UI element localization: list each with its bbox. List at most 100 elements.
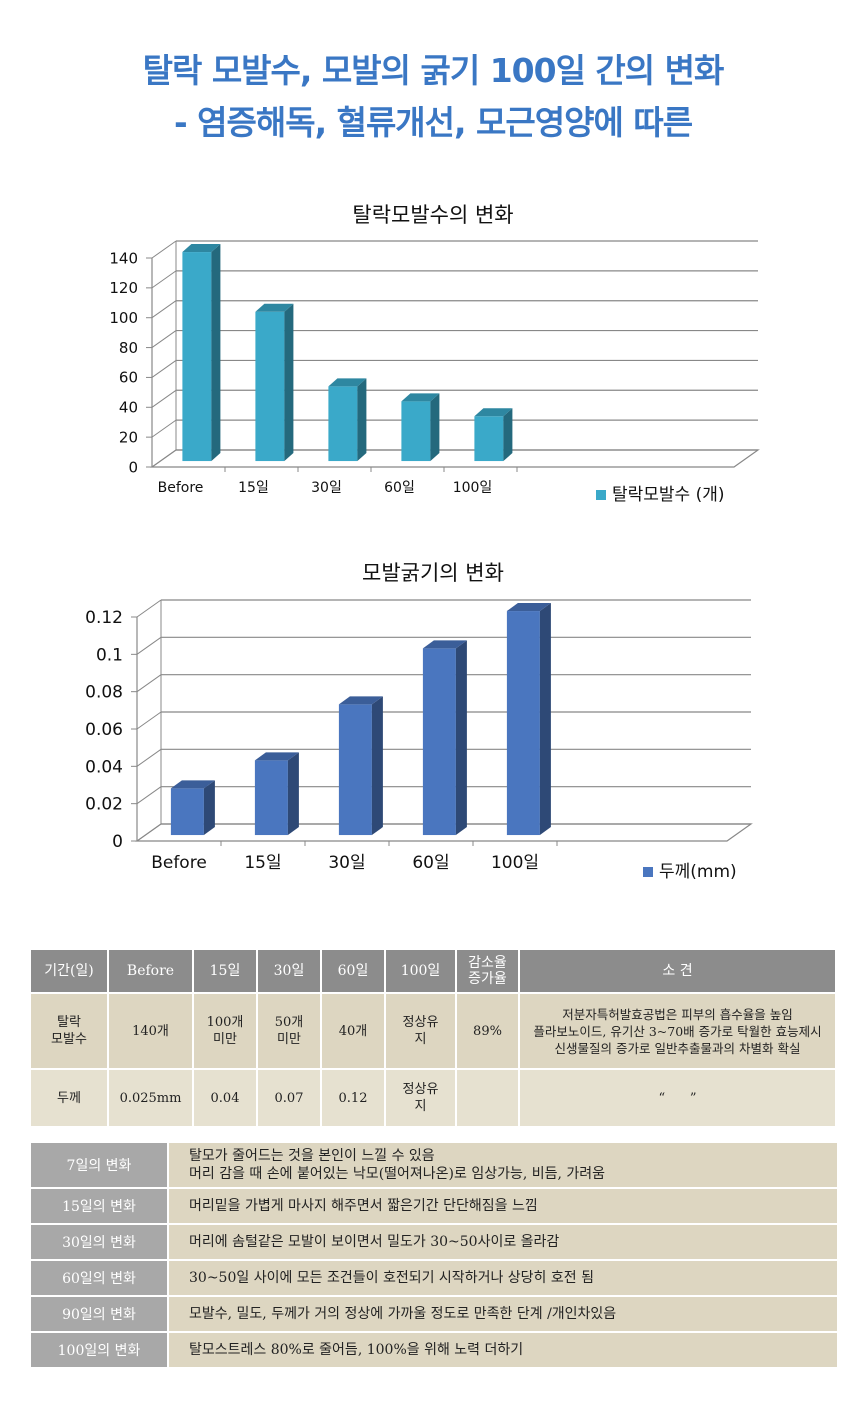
bar-side: [539, 603, 551, 836]
period-label: 60일의 변화: [31, 1260, 169, 1297]
legend-swatch: [596, 490, 606, 500]
header-cell: Before: [108, 950, 194, 994]
x-tick-label: 60일: [384, 480, 415, 496]
chart-title: 모발굵기의 변화: [362, 561, 504, 585]
bar-front: [254, 760, 288, 836]
bar: [170, 780, 215, 836]
gridline-side: [136, 599, 162, 618]
table-cell: 정상유 지: [385, 1069, 457, 1128]
header-cell: 15일: [193, 950, 258, 994]
header-cell: 100일: [385, 950, 457, 994]
legend-swatch: [643, 867, 653, 877]
gridline-side: [151, 330, 177, 348]
header-cell: 30일: [257, 950, 322, 994]
x-tick-label: 60일: [412, 853, 449, 873]
legend-label: 탈락모발수 (개): [612, 485, 725, 505]
header-cell: 감소율 증가율: [456, 950, 520, 994]
table-cell: 0.12: [321, 1069, 386, 1128]
chart-title: 탈락모발수의 변화: [352, 203, 513, 227]
hair-loss-chart: 탈락모발수의 변화 0 20 40 60 80 100 120 140 Before 15일 30일 6…: [109, 203, 760, 505]
bar: [474, 408, 513, 462]
period-description: 모발수, 밀도, 두께가 거의 정상에 가까울 정도로 만족한 단계 /개인차있…: [168, 1296, 837, 1333]
y-tick-label: 100: [109, 309, 138, 327]
table-row: 7일의 변화 탈모가 줄어드는 것을 본인이 느낄 수 있음 머리 감을 때 손…: [31, 1143, 837, 1189]
table-cell: 100개 미만: [193, 993, 258, 1070]
bar-front: [328, 386, 358, 462]
bar-side: [203, 780, 215, 836]
x-tick-label: Before: [158, 480, 204, 496]
bar-top: [255, 303, 294, 312]
page-title: 탈락 모발수, 모발의 굵기 100일 간의 변화: [142, 51, 725, 90]
bar: [328, 378, 367, 462]
table-row: 90일의 변화 모발수, 밀도, 두께가 거의 정상에 가까울 정도로 만족한 …: [31, 1296, 837, 1333]
bar: [182, 244, 221, 462]
period-label: 30일의 변화: [31, 1224, 169, 1261]
table-cell: “ ”: [519, 1069, 837, 1128]
bar-front: [422, 648, 456, 836]
progress-table: 7일의 변화 탈모가 줄어드는 것을 본인이 느낄 수 있음 머리 감을 때 손…: [31, 1143, 837, 1369]
chart-floor: [150, 449, 760, 468]
bar-side: [455, 640, 467, 836]
bar-top: [254, 752, 299, 761]
table-cell: 저분자특허발효공법은 피부의 흡수율을 높임 플라보노이드, 유기산 3~70배…: [519, 993, 837, 1070]
table-cell: 탈락 모발수: [31, 993, 109, 1070]
bar-top: [182, 244, 221, 253]
y-tick-label: 0.02: [85, 795, 123, 815]
x-tick-label: 30일: [328, 853, 365, 873]
bar-front: [182, 252, 212, 462]
y-tick-label: 0.12: [85, 608, 123, 628]
table-row: 15일의 변화 머리밑을 가볍게 마사지 해주면서 짧은기간 단단해짐을 느낌: [31, 1188, 837, 1225]
period-description: 탈모스트레스 80%로 줄어듬, 100%을 위해 노력 더하기: [168, 1332, 837, 1369]
period-label: 15일의 변화: [31, 1188, 169, 1225]
x-tick-label: 100일: [491, 853, 539, 873]
gridline-side: [136, 674, 162, 693]
y-tick-label: 60: [119, 369, 138, 387]
header-cell: 소 견: [519, 950, 837, 994]
y-tick-label: 0.08: [85, 683, 123, 703]
bar-top: [170, 780, 215, 789]
result-table-header: 기간(일) Before 15일 30일 60일 100일 감소율 증가율 소 …: [31, 950, 837, 994]
period-description: 머리에 솜털같은 모발이 보이면서 밀도가 30~50사이로 올라감: [168, 1224, 837, 1261]
bar-side: [284, 303, 294, 462]
table-cell: 0.07: [257, 1069, 322, 1128]
bar-side: [430, 393, 440, 462]
bar-front: [506, 611, 540, 836]
y-tick-label: 0: [112, 832, 123, 852]
bar-side: [357, 378, 367, 462]
table-cell: 89%: [456, 993, 520, 1070]
bar-top: [422, 640, 467, 649]
gridline-side: [151, 419, 177, 438]
bar-front: [474, 416, 504, 462]
gridline-side: [151, 270, 177, 289]
bar-side: [211, 244, 221, 462]
bar-side: [287, 752, 299, 836]
table-cell: 0.025mm: [108, 1069, 194, 1128]
period-label: 7일의 변화: [31, 1143, 169, 1189]
bar-top: [338, 696, 383, 705]
table-cell: 50개 미만: [257, 993, 322, 1070]
table-cell: 40개: [321, 993, 386, 1070]
bar-front: [401, 401, 431, 462]
bar: [255, 303, 294, 462]
table-cell: 정상유 지: [385, 993, 457, 1070]
bar-top: [506, 603, 551, 612]
period-description: 30~50일 사이에 모든 조건들이 호전되기 시작하거나 상당히 호전 됨: [168, 1260, 837, 1297]
period-description: 탈모가 줄어드는 것을 본인이 느낄 수 있음 머리 감을 때 손에 붙어있는 …: [168, 1143, 837, 1189]
y-tick-label: 0.06: [85, 720, 123, 740]
result-table: 기간(일) Before 15일 30일 60일 100일 감소율 증가율 소 …: [31, 950, 837, 1128]
bar-side: [371, 696, 383, 836]
table-row: 60일의 변화 30~50일 사이에 모든 조건들이 호전되기 시작하거나 상당…: [31, 1260, 837, 1297]
gridline-side: [136, 636, 162, 655]
period-description: 머리밑을 가볍게 마사지 해주면서 짧은기간 단단해짐을 느낌: [168, 1188, 837, 1225]
header-cell: 기간(일): [31, 950, 109, 994]
table-row: 두께 0.025mm 0.04 0.07 0.12 정상유 지 “ ”: [31, 1069, 837, 1128]
legend-label: 두께(mm): [659, 862, 737, 882]
bar: [254, 752, 299, 836]
y-tick-label: 120: [109, 279, 138, 297]
page-subtitle: - 염증해독, 혈류개선, 모근영양에 따른: [173, 103, 693, 142]
y-tick-label: 0.04: [85, 757, 123, 777]
table-cell: 140개: [108, 993, 194, 1070]
bar: [401, 393, 440, 462]
hair-thickness-chart: 모발굵기의 변화 0 0.02 0.04 0.06 0.08 0.1 0.12 Before 15…: [85, 561, 753, 882]
x-tick-label: Before: [151, 853, 207, 873]
